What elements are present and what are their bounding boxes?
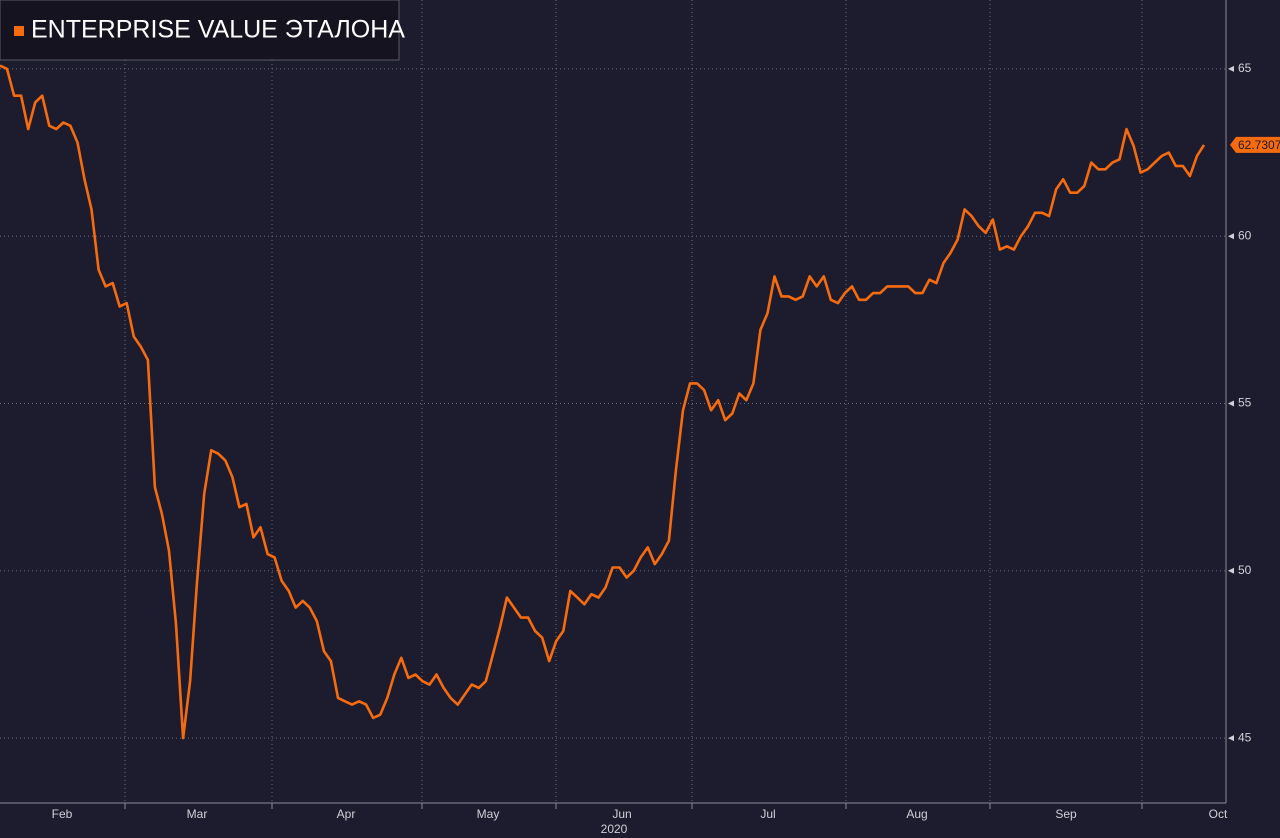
legend-label: ENTERPRISE VALUE ЭТАЛОНА	[31, 16, 405, 44]
legend: ENTERPRISE VALUE ЭТАЛОНА	[0, 0, 405, 61]
marks: 62.7307	[0, 64, 1280, 740]
y-tick-mark	[1228, 735, 1234, 742]
y-tick-mark	[1228, 400, 1234, 407]
series-line	[0, 64, 1206, 740]
x-tick-label: Apr	[337, 807, 356, 821]
grid: 45 50 55 60 65 Feb Mar Apr May Jun Jul Aug Sep Oct	[0, 0, 1252, 821]
y-tick-label: 65	[1238, 61, 1252, 75]
y-tick-mark	[1228, 233, 1234, 240]
x-tick-label: Jun	[612, 807, 631, 821]
y-tick-label: 55	[1238, 396, 1252, 410]
last-value-label: 62.7307	[1238, 138, 1280, 152]
legend-box	[0, 0, 400, 61]
y-tick-label: 60	[1238, 228, 1252, 242]
y-tick-label: 45	[1238, 730, 1252, 744]
year-label: 2020	[601, 822, 628, 836]
last-value-box	[1230, 136, 1280, 153]
x-tick-label: Jul	[760, 807, 775, 821]
y-tick-mark	[1228, 567, 1234, 574]
x-tick-label: Mar	[187, 807, 208, 821]
y-tick-label: 50	[1238, 563, 1252, 577]
x-tick-label: Oct	[1209, 807, 1228, 821]
y-tick-mark	[1228, 65, 1234, 72]
x-tick-label: Aug	[906, 807, 927, 821]
x-tick-label: May	[477, 807, 500, 821]
x-tick-label: Feb	[52, 807, 73, 821]
legend-swatch	[14, 26, 24, 36]
x-tick-label: Sep	[1055, 807, 1077, 821]
